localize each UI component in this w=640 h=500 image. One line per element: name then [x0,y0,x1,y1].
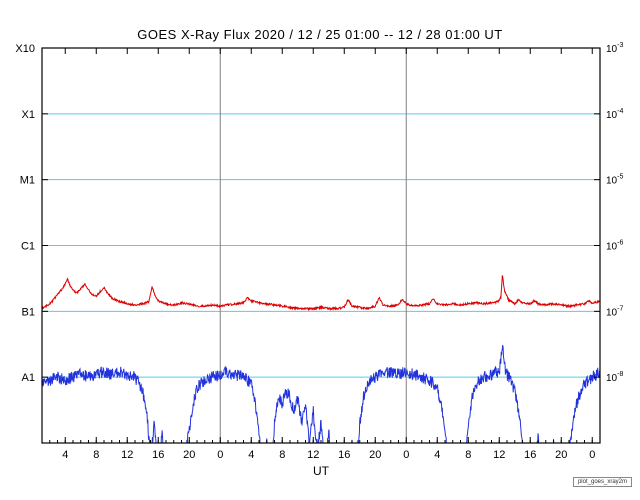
x-tick-label: 16 [152,449,164,461]
x-tick-label: 12 [121,449,133,461]
x-tick-label: 8 [465,449,471,461]
right-axis-flux-label: 10-4 [606,108,623,121]
flux-class-label: C1 [21,241,35,253]
x-tick-label: 0 [589,449,595,461]
x-tick-label: 4 [434,449,440,461]
x-tick-label: 4 [248,449,254,461]
flux-class-label: X10 [15,43,35,55]
x-tick-label: 16 [524,449,536,461]
plot-source-tag: plot_goes_xray2m [572,477,632,487]
right-axis-flux-label: 10-3 [606,42,623,55]
flux-class-label: X1 [22,109,35,121]
x-tick-label: 20 [555,449,567,461]
x-tick-label: 4 [62,449,68,461]
right-axis-flux-label: 10-6 [606,240,623,253]
right-axis-flux-label: 10-5 [606,174,623,187]
x-tick-label: 12 [307,449,319,461]
flux-class-label: M1 [20,175,35,187]
flux-class-label: A1 [22,372,35,384]
x-tick-label: 20 [369,449,381,461]
right-axis-flux-label: 10-7 [606,305,623,318]
x-tick-label: 12 [493,449,505,461]
x-tick-label: 0 [217,449,223,461]
x-tick-label: 16 [338,449,350,461]
x-tick-label: 8 [93,449,99,461]
right-axis-flux-label: 10-8 [606,371,623,384]
x-tick-label: 20 [183,449,195,461]
x-axis-label: UT [313,464,329,478]
x-tick-label: 8 [279,449,285,461]
x-tick-label: 0 [403,449,409,461]
chart-title: GOES X-Ray Flux 2020 / 12 / 25 01:00 -- … [137,27,503,42]
flux-class-label: B1 [22,306,35,318]
